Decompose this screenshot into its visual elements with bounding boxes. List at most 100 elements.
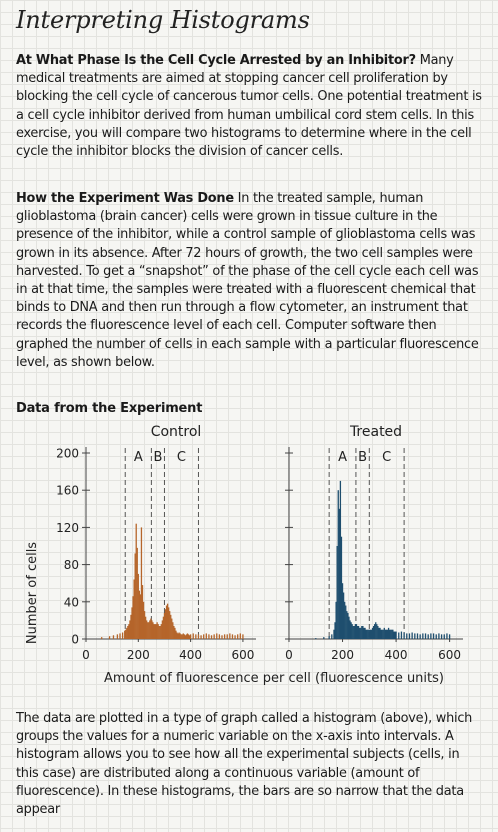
x-tick-label: 200 xyxy=(127,648,150,662)
histogram-bar xyxy=(422,633,424,639)
histogram-bar xyxy=(419,634,421,639)
x-tick-label: 200 xyxy=(331,648,354,662)
method-text: In the treated sample, human glioblastom… xyxy=(16,191,479,370)
histogram-bar xyxy=(125,629,127,639)
histogram-bar xyxy=(213,634,215,639)
histogram-bar xyxy=(140,527,143,639)
page-title: Interpreting Histograms xyxy=(16,6,310,34)
histogram-bar xyxy=(374,624,376,639)
phase-label: C xyxy=(177,450,186,465)
phase-label: A xyxy=(338,450,347,465)
histogram-bar xyxy=(138,590,141,639)
histogram-bar xyxy=(339,480,342,639)
histogram-bar xyxy=(427,634,429,639)
histogram-bar xyxy=(432,633,435,639)
histogram-bar xyxy=(237,634,239,639)
histogram-bar xyxy=(357,625,360,639)
histogram-bar xyxy=(354,624,357,639)
histogram-bar xyxy=(366,629,368,639)
histogram-bar xyxy=(365,629,367,639)
histogram-bar xyxy=(163,612,166,639)
y-tick-label: 200 xyxy=(56,447,79,461)
histogram-bar xyxy=(208,634,210,639)
histogram-bar xyxy=(170,614,172,639)
histogram-bar xyxy=(408,633,411,639)
control-histogram: Control 0 40 80 120 160 200 0 200 400 600 A B C xyxy=(56,424,256,662)
histogram-bar xyxy=(379,627,381,639)
histogram-bar xyxy=(153,624,155,639)
x-tick-label: 400 xyxy=(179,648,202,662)
histogram-bar xyxy=(124,630,126,639)
histogram-bar xyxy=(323,637,325,639)
method-paragraph: How the Experiment Was Done In the treat… xyxy=(16,190,484,372)
histogram-bar xyxy=(383,627,385,639)
histogram-bar xyxy=(147,622,149,639)
x-tick-label: 600 xyxy=(438,648,461,662)
histogram-bar xyxy=(386,629,389,639)
histogram-bar xyxy=(335,601,337,639)
histogram-bar xyxy=(416,633,419,639)
histogram-bar xyxy=(180,634,182,639)
histogram-bar xyxy=(372,625,375,639)
histogram-bar xyxy=(137,573,139,639)
histogram-bar xyxy=(239,633,241,639)
histogram-bar xyxy=(171,618,173,639)
histogram-bar xyxy=(130,614,132,639)
y-tick-label: 120 xyxy=(56,521,79,535)
histogram-bar xyxy=(394,631,396,639)
histogram-bar xyxy=(360,627,362,639)
histogram-bar xyxy=(367,629,369,639)
histogram-bar xyxy=(210,635,213,639)
histogram-bar xyxy=(149,620,151,639)
histogram-bar xyxy=(364,627,366,639)
histogram-bar xyxy=(175,630,177,639)
histogram-bar xyxy=(126,627,128,639)
x-axis-label: Amount of fluorescence per cell (fluores… xyxy=(104,671,444,686)
outro-paragraph: The data are plotted in a type of graph … xyxy=(16,711,473,818)
y-tick-label: 80 xyxy=(64,558,79,572)
histogram-bar xyxy=(342,592,345,639)
histogram-bar xyxy=(231,634,234,639)
method-heading: How the Experiment Was Done xyxy=(16,191,234,206)
histogram-bar xyxy=(133,579,135,639)
histogram-bar xyxy=(315,638,317,639)
data-heading: Data from the Experiment xyxy=(16,401,203,416)
histogram-bar xyxy=(369,629,372,639)
histogram-bar xyxy=(352,625,354,639)
histogram-bar xyxy=(195,634,197,639)
histogram-bar xyxy=(398,632,400,639)
y-tick-label: 160 xyxy=(56,484,79,498)
histogram-bar xyxy=(400,631,403,639)
histogram-bar xyxy=(166,603,169,639)
histogram-bar xyxy=(146,620,148,639)
x-tick-label: 600 xyxy=(231,648,254,662)
histogram-bar xyxy=(348,616,350,639)
histogram-bar xyxy=(411,632,413,639)
histogram-bar xyxy=(341,583,344,639)
panel-title: Treated xyxy=(349,424,402,440)
histogram-bar xyxy=(185,634,188,639)
histogram-bar xyxy=(448,634,451,639)
histogram-bar xyxy=(346,611,348,639)
histogram-bar xyxy=(131,607,133,639)
histogram-bar xyxy=(186,633,189,639)
histogram-bar xyxy=(387,627,390,639)
histogram-bar xyxy=(446,633,448,639)
histogram-bar xyxy=(221,635,223,639)
histogram-bar xyxy=(183,634,185,639)
histogram-bar xyxy=(363,627,365,639)
histogram-bar xyxy=(393,631,395,639)
phase-label: B xyxy=(358,450,367,465)
x-tick-label: 0 xyxy=(285,648,293,662)
histogram-bar xyxy=(173,625,175,639)
histogram-bar xyxy=(142,601,145,639)
histogram-bar xyxy=(355,624,358,639)
histogram-bar xyxy=(188,635,191,639)
histogram-bar xyxy=(370,629,373,639)
histogram-bar xyxy=(347,612,349,639)
histogram-bar xyxy=(344,601,346,639)
histogram-bar xyxy=(128,624,130,639)
histogram-bar xyxy=(157,624,159,639)
histogram-bar xyxy=(216,633,218,639)
y-tick-label: 40 xyxy=(64,595,79,609)
